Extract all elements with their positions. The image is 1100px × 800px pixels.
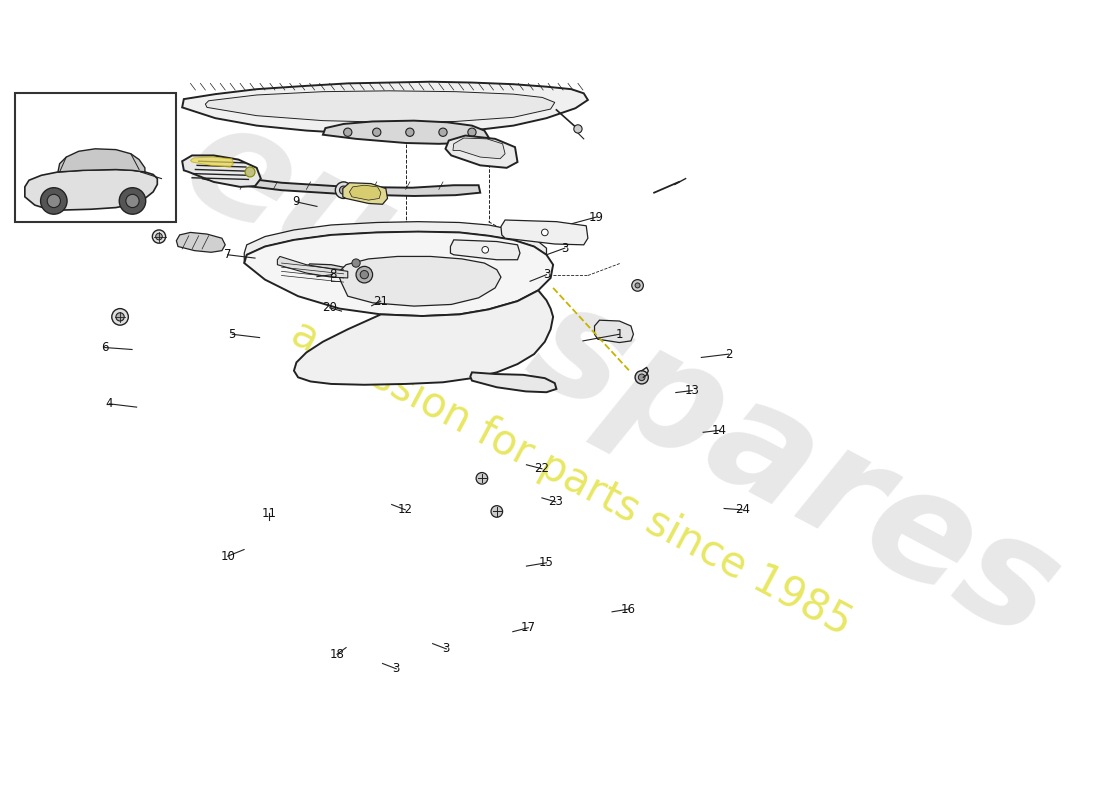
Text: 5: 5 [229, 328, 235, 341]
Polygon shape [176, 233, 226, 252]
Polygon shape [183, 155, 261, 187]
Circle shape [454, 61, 464, 71]
Circle shape [153, 230, 166, 243]
Circle shape [574, 125, 582, 133]
Polygon shape [244, 222, 547, 263]
Polygon shape [244, 231, 553, 316]
Text: 4: 4 [106, 398, 113, 410]
Circle shape [360, 270, 368, 278]
Text: 12: 12 [398, 503, 412, 516]
Polygon shape [202, 171, 481, 196]
Circle shape [373, 128, 381, 136]
Polygon shape [343, 182, 387, 204]
Circle shape [352, 259, 360, 267]
Circle shape [468, 128, 476, 136]
Circle shape [631, 280, 644, 291]
Circle shape [638, 374, 645, 381]
Text: 3: 3 [542, 268, 550, 281]
Polygon shape [277, 257, 348, 278]
Polygon shape [500, 220, 587, 245]
Circle shape [119, 188, 145, 214]
Circle shape [41, 188, 67, 214]
Polygon shape [323, 121, 488, 144]
Text: 10: 10 [220, 550, 235, 562]
Polygon shape [190, 157, 233, 167]
Text: eurospares: eurospares [160, 86, 1082, 671]
Circle shape [112, 309, 129, 325]
Polygon shape [594, 320, 634, 342]
Text: a passion for parts since 1985: a passion for parts since 1985 [284, 312, 859, 645]
Circle shape [47, 194, 60, 207]
Circle shape [406, 128, 414, 136]
Bar [15, 94, 176, 222]
Circle shape [340, 186, 348, 194]
Text: 16: 16 [621, 602, 636, 616]
Text: 22: 22 [535, 462, 549, 475]
Circle shape [482, 246, 488, 253]
Polygon shape [338, 257, 500, 306]
Polygon shape [345, 266, 385, 285]
Circle shape [541, 229, 548, 236]
Text: 24: 24 [735, 503, 750, 516]
Text: 20: 20 [322, 302, 338, 314]
Polygon shape [471, 372, 557, 392]
Text: 3: 3 [442, 642, 450, 655]
Circle shape [304, 5, 310, 11]
Circle shape [635, 283, 640, 288]
Circle shape [336, 182, 352, 198]
Polygon shape [25, 170, 157, 210]
Text: 13: 13 [685, 384, 700, 397]
Text: 2: 2 [725, 348, 733, 361]
Circle shape [343, 128, 352, 136]
Circle shape [116, 313, 124, 321]
Text: 15: 15 [539, 556, 554, 570]
Text: 3: 3 [393, 662, 400, 675]
Text: 19: 19 [590, 210, 604, 223]
Text: 23: 23 [548, 495, 563, 508]
Text: 8: 8 [329, 268, 337, 281]
Circle shape [125, 194, 139, 207]
Circle shape [491, 506, 503, 518]
Circle shape [299, 2, 314, 14]
Circle shape [356, 266, 373, 283]
Text: 21: 21 [373, 294, 388, 308]
Polygon shape [307, 264, 346, 277]
Polygon shape [350, 186, 381, 200]
Polygon shape [446, 135, 517, 168]
Text: 3: 3 [561, 242, 569, 254]
Polygon shape [183, 82, 587, 134]
Circle shape [301, 0, 311, 3]
Circle shape [245, 167, 255, 177]
Circle shape [635, 370, 648, 384]
Circle shape [476, 473, 487, 484]
Circle shape [387, 15, 399, 27]
Text: 14: 14 [712, 424, 727, 437]
Polygon shape [453, 138, 505, 158]
Circle shape [156, 234, 163, 240]
Circle shape [342, 0, 353, 2]
Circle shape [439, 128, 447, 136]
Text: 7: 7 [224, 248, 231, 262]
Text: 9: 9 [293, 195, 300, 208]
Polygon shape [58, 149, 145, 172]
Polygon shape [294, 290, 553, 385]
Text: 11: 11 [261, 506, 276, 520]
Text: 18: 18 [330, 648, 344, 661]
Polygon shape [206, 91, 554, 122]
Text: 1: 1 [616, 328, 623, 341]
Text: 17: 17 [520, 622, 536, 634]
Polygon shape [450, 240, 520, 260]
Text: 6: 6 [101, 341, 109, 354]
